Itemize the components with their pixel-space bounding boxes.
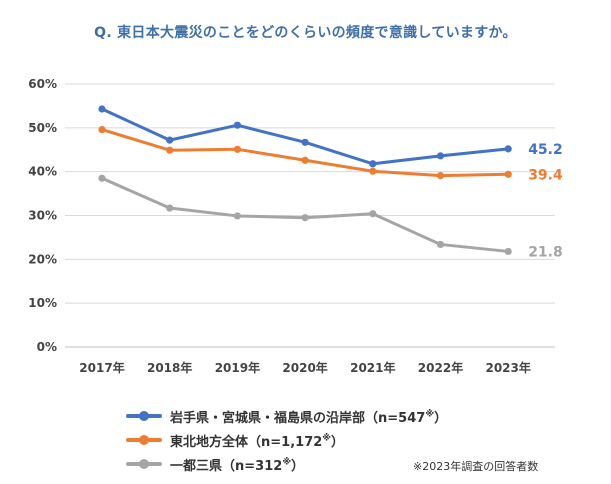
y-tick-label: 50% [28, 121, 57, 135]
data-point [436, 240, 445, 249]
data-point [166, 146, 174, 154]
data-point [233, 212, 241, 220]
legend: 岩手県・宮城県・福島県の沿岸部（n=547※） 東北地方全体（n=1,172※）… [126, 404, 447, 476]
x-tick-label: 2017年 [79, 360, 124, 375]
legend-item-tohoku: 東北地方全体（n=1,172※） [126, 428, 447, 452]
legend-swatch-coastal [126, 410, 162, 422]
y-tick-label: 40% [28, 165, 57, 179]
legend-swatch-tohoku [126, 434, 162, 446]
data-point [504, 170, 512, 178]
legend-label-coastal: 岩手県・宮城県・福島県の沿岸部（n=547※） [170, 409, 448, 426]
x-tick-label: 2023年 [485, 360, 530, 375]
data-point [98, 125, 106, 134]
legend-item-coastal: 岩手県・宮城県・福島県の沿岸部（n=547※） [126, 404, 447, 428]
data-point [504, 247, 512, 256]
respondent-note: ※2023年調査の回答者数 [413, 460, 539, 473]
y-tick-label: 20% [28, 252, 57, 266]
data-point [301, 138, 309, 146]
y-tick-label: 10% [28, 296, 57, 310]
series-line [100, 107, 510, 166]
legend-swatch-capital [126, 458, 162, 470]
x-tick-label: 2021年 [350, 360, 395, 375]
data-point [166, 136, 174, 144]
data-point [369, 167, 377, 175]
data-point [98, 105, 106, 113]
x-tick-label: 2018年 [147, 360, 192, 375]
data-point [233, 121, 241, 129]
y-tick-label: 30% [28, 209, 57, 223]
y-tick-label: 0% [37, 340, 57, 354]
legend-label-tohoku: 東北地方全体（n=1,172※） [170, 433, 345, 450]
data-point [369, 210, 377, 218]
y-tick-label: 60% [28, 77, 57, 91]
data-point [369, 160, 377, 168]
line-chart: 0% 10% 20% 30% 40% 50% 60% 2017年 2018年 2019年 2020年… [28, 77, 563, 375]
chart-title: Q. 東日本大震災のことをどのくらいの頻度で意識していますか。 [94, 25, 517, 41]
end-value-label: 39.4 [528, 167, 563, 183]
x-tick-label: 2020年 [282, 360, 327, 375]
data-point [98, 174, 106, 182]
x-tick-label: 2019年 [215, 360, 260, 375]
data-point [301, 156, 309, 164]
legend-label-capital: 一都三県（n=312※） [170, 457, 305, 474]
data-point [436, 172, 445, 180]
data-point [233, 145, 241, 153]
x-tick-label: 2022年 [418, 360, 463, 375]
data-point [504, 145, 512, 153]
legend-item-capital: 一都三県（n=312※） [126, 452, 447, 476]
data-point [166, 204, 174, 212]
data-point [436, 152, 445, 160]
end-value-label: 45.2 [528, 142, 563, 158]
data-point [301, 214, 309, 222]
end-value-label: 21.8 [528, 244, 563, 260]
